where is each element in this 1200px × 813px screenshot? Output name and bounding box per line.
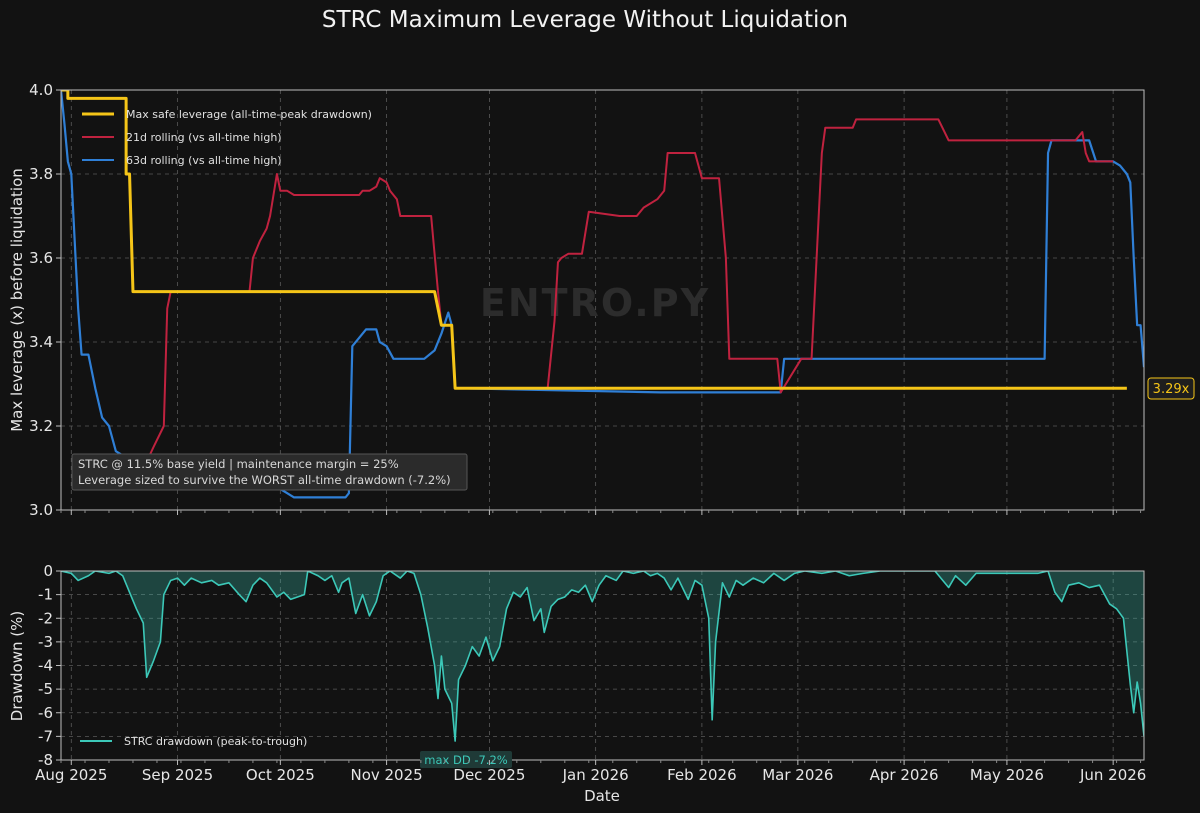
x-tick-label: Jun 2026 [1079, 766, 1146, 784]
x-tick-label: Aug 2025 [35, 766, 107, 784]
y-tick-label: -1 [38, 586, 53, 604]
leverage-grid [61, 89, 1144, 511]
x-tick-label: May 2026 [970, 766, 1044, 784]
y-tick-label: -6 [38, 704, 53, 722]
y-tick-label: -5 [38, 680, 53, 698]
drawdown-legend: STRC drawdown (peak-to-trough) [80, 735, 307, 748]
leverage-annotation-box: STRC @ 11.5% base yield | maintenance ma… [71, 453, 468, 491]
legend-label-drawdown: STRC drawdown (peak-to-trough) [124, 735, 307, 748]
watermark: ENTRO.PY [480, 281, 710, 325]
annotation-line-2: Leverage sized to survive the WORST all-… [78, 473, 451, 487]
legend-label-21d: 21d rolling (vs all-time high) [126, 131, 282, 144]
leverage-panel: Max leverage (x) before liquidation 3.03… [8, 81, 1195, 519]
drawdown-y-ticks: -8 -7 -6 -5 -4 -3 -2 -1 0 [38, 562, 61, 769]
drawdown-series [61, 571, 1144, 742]
annotation-line-1: STRC @ 11.5% base yield | maintenance ma… [78, 457, 399, 471]
drawdown-y-axis-label: Drawdown (%) [8, 611, 26, 721]
series-line-rolling21 [546, 118, 1114, 394]
legend-label-max-safe: Max safe leverage (all-time-peak drawdow… [126, 108, 372, 121]
x-tick-label: Dec 2025 [453, 766, 525, 784]
legend-label-63d: 63d rolling (vs all-time high) [126, 154, 282, 167]
x-tick-label: Sep 2025 [142, 766, 213, 784]
drawdown-panel: Drawdown (%) -8 -7 -6 -5 -4 -3 -2 -1 0 STRC draw… [8, 562, 1145, 769]
x-tick-label: Feb 2026 [667, 766, 737, 784]
x-tick-label: Nov 2025 [350, 766, 422, 784]
y-tick-label: -4 [38, 657, 53, 675]
drawdown-line [61, 571, 1144, 742]
series-line-rolling21 [132, 173, 452, 490]
y-tick-label: 3.2 [29, 417, 53, 435]
y-tick-label: 4.0 [29, 81, 53, 99]
leverage-y-ticks: 3.0 3.2 3.4 3.6 3.8 4.0 [29, 81, 61, 519]
y-tick-label: 3.4 [29, 333, 53, 351]
series-line-max_safe [61, 90, 1127, 390]
leverage-frame [60, 89, 1145, 511]
y-tick-label: -7 [38, 727, 53, 745]
drawdown-frame [60, 570, 1145, 761]
x-tick-label: Oct 2025 [246, 766, 315, 784]
y-tick-label: 3.8 [29, 165, 53, 183]
y-tick-label: 0 [43, 562, 53, 580]
x-tick-label: Apr 2026 [870, 766, 939, 784]
x-axis-label: Date [584, 787, 620, 805]
x-axis-ticks: Aug 2025 Sep 2025 Oct 2025 Nov 2025 Dec 2025… [35, 510, 1146, 784]
leverage-legend: Max safe leverage (all-time-peak drawdow… [82, 108, 372, 167]
chart-title: STRC Maximum Leverage Without Liquidatio… [322, 7, 848, 33]
leverage-y-axis-label: Max leverage (x) before liquidation [8, 168, 26, 432]
max-dd-label: max DD -7.2% [424, 753, 508, 767]
y-tick-label: 3.0 [29, 501, 53, 519]
x-tick-label: Jan 2026 [562, 766, 629, 784]
y-tick-label: 3.6 [29, 249, 53, 267]
y-tick-label: -3 [38, 633, 53, 651]
leverage-series [61, 90, 1144, 499]
y-tick-label: -8 [38, 751, 53, 769]
x-tick-label: Mar 2026 [762, 766, 833, 784]
end-value-label: 3.29x [1153, 382, 1190, 397]
end-value-tag: 3.29x [1147, 377, 1195, 400]
y-tick-label: -2 [38, 609, 53, 627]
